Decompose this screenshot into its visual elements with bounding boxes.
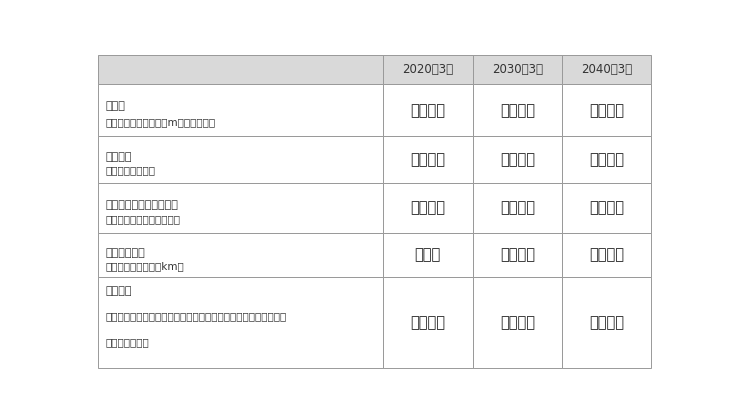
Bar: [383, 183, 472, 233]
Text: 港湾施設: 港湾施設: [105, 286, 132, 296]
Bar: [383, 277, 472, 368]
Bar: [472, 84, 562, 136]
Text: 交通施設等）］: 交通施設等）］: [105, 337, 149, 347]
Text: ［約６万１千施設注３）（水域施設、外郭施設、係留施設、臨港: ［約６万１千施設注３）（水域施設、外郭施設、係留施設、臨港: [105, 312, 287, 322]
Bar: [383, 55, 472, 84]
Bar: [98, 136, 383, 183]
Text: 2030年3月: 2030年3月: [492, 63, 543, 76]
Text: 道路橋: 道路橋: [105, 102, 126, 111]
Bar: [98, 183, 383, 233]
Text: 約３５％: 約３５％: [589, 248, 624, 262]
Bar: [562, 84, 651, 136]
Text: 約５５％: 約５５％: [500, 103, 535, 118]
Text: 2040年3月: 2040年3月: [581, 63, 632, 76]
Bar: [472, 136, 562, 183]
Bar: [562, 233, 651, 277]
Text: トンネル: トンネル: [105, 151, 132, 161]
Text: 約６６％: 約６６％: [589, 315, 624, 330]
Text: 約３６％: 約３６％: [500, 152, 535, 167]
Text: ［約１万１千本］: ［約１万１千本］: [105, 166, 156, 176]
Text: 2020年3月: 2020年3月: [402, 63, 453, 76]
Bar: [562, 183, 651, 233]
Text: ［約７３万橋（橋長２m以上の橋）］: ［約７３万橋（橋長２m以上の橋）］: [105, 117, 216, 127]
Text: 約２２％: 約２２％: [410, 152, 445, 167]
Text: 約１０％: 約１０％: [410, 201, 445, 215]
Bar: [98, 233, 383, 277]
Bar: [562, 136, 651, 183]
Text: 約２１％: 約２１％: [410, 315, 445, 330]
Text: 約５％: 約５％: [414, 248, 441, 262]
Text: 下水道管きょ: 下水道管きょ: [105, 248, 145, 258]
Text: ［約４万６千施設注２）］: ［約４万６千施設注２）］: [105, 215, 181, 225]
Bar: [98, 84, 383, 136]
Text: 約３０％: 約３０％: [410, 103, 445, 118]
Bar: [383, 136, 472, 183]
Bar: [562, 55, 651, 84]
Text: ［総延長：約４８万km］: ［総延長：約４８万km］: [105, 261, 184, 271]
Bar: [383, 233, 472, 277]
Text: 約５３％: 約５３％: [589, 152, 624, 167]
Bar: [383, 84, 472, 136]
Bar: [472, 277, 562, 368]
Text: 約２３％: 約２３％: [500, 201, 535, 215]
Text: 約１６％: 約１６％: [500, 248, 535, 262]
Bar: [472, 183, 562, 233]
Text: 約３８％: 約３８％: [589, 201, 624, 215]
Bar: [98, 277, 383, 368]
Text: 約４３％: 約４３％: [500, 315, 535, 330]
Bar: [562, 277, 651, 368]
Bar: [472, 233, 562, 277]
Bar: [472, 55, 562, 84]
Text: 約７５％: 約７５％: [589, 103, 624, 118]
Text: 河川管理施設（水門等）: 河川管理施設（水門等）: [105, 200, 178, 210]
Bar: [98, 55, 383, 84]
